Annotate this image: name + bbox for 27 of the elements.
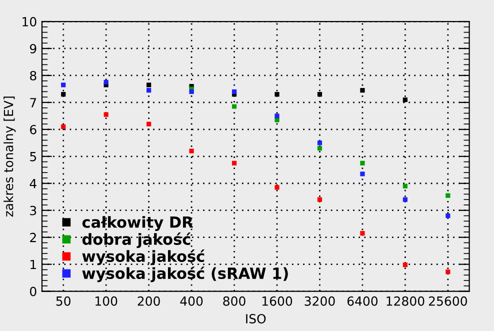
legend-label: dobra jakość bbox=[82, 232, 191, 248]
legend-label: całkowity DR bbox=[82, 216, 194, 231]
y-tick-label: 6 bbox=[30, 124, 36, 134]
y-tick-label: 5 bbox=[30, 152, 36, 162]
x-tick-label: 25600 bbox=[428, 296, 467, 306]
x-tick-label: 12800 bbox=[386, 296, 424, 306]
x-axis-title: ISO bbox=[246, 314, 266, 324]
y-tick-label: 2 bbox=[30, 232, 36, 242]
y-tick-label: 0 bbox=[30, 286, 36, 296]
y-tick-label: 3 bbox=[30, 206, 36, 216]
y-tick-label: 4 bbox=[30, 179, 36, 188]
x-tick-label: 100 bbox=[96, 296, 118, 306]
y-tick-label: 1 bbox=[30, 260, 36, 270]
y-tick-label: 9 bbox=[30, 44, 36, 54]
y-tick-label: 7 bbox=[30, 98, 36, 108]
x-tick-label: 800 bbox=[223, 296, 246, 306]
x-tick-label: 3200 bbox=[304, 296, 335, 306]
y-axis-title: zakres tonalny [EV] bbox=[4, 96, 16, 217]
legend-label: wysoka jakość (sRAW 1) bbox=[82, 266, 288, 282]
y-tick-label: 8 bbox=[30, 70, 36, 80]
x-tick-label: 200 bbox=[138, 296, 160, 306]
x-tick-label: 1600 bbox=[262, 296, 292, 306]
legend-label: wysoka jakość bbox=[82, 250, 205, 266]
x-tick-label: 50 bbox=[56, 296, 70, 306]
y-tick-label: 10 bbox=[22, 16, 36, 26]
x-tick-label: 400 bbox=[180, 296, 203, 306]
x-tick-label: 6400 bbox=[347, 296, 378, 306]
